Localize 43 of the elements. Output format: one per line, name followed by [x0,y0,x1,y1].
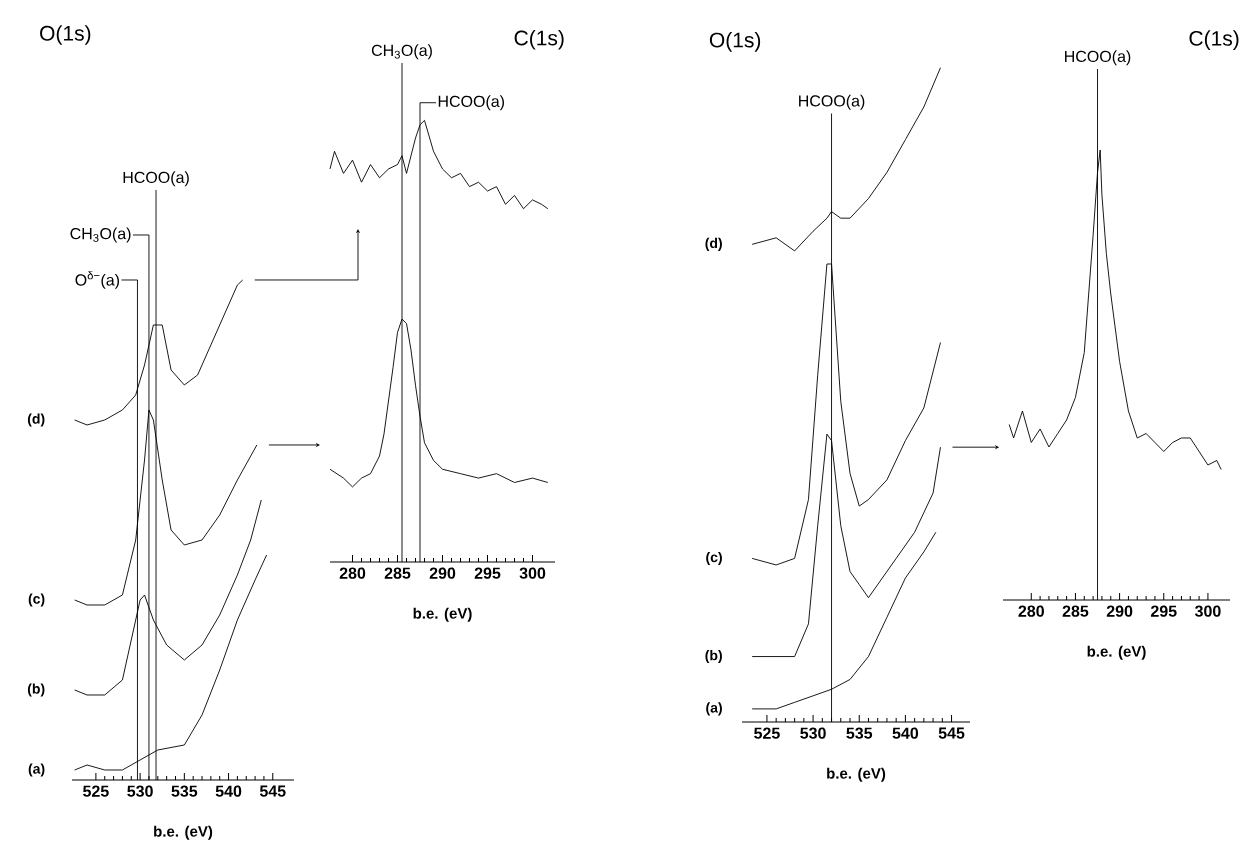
ref-line-label: HCOO(a) [123,171,189,187]
x-tick-label: 300 [1194,605,1221,617]
x-tick-label: 540 [892,727,919,739]
ref-line-label: CH$_{3}$O(a) [371,44,432,60]
text: (c) [706,551,722,565]
x-axis-title: b.e. (eV) [154,825,213,840]
ref-line-label: HCOO(a) [438,95,505,111]
x-tick-label: 535 [171,785,198,797]
chart-title: O(1s) [40,25,91,45]
x-tick-label: 285 [1062,605,1089,617]
x-tick-label: 290 [1106,605,1133,617]
ref-line-label: HCOO(a) [1065,50,1131,66]
x-axis-title: b.e. (eV) [1087,645,1146,660]
x-tick-label: 535 [846,727,873,739]
x-tick-label: 545 [259,785,286,797]
x-tick-label: 300 [519,567,546,579]
x-tick-label: 295 [474,567,501,579]
ref-line-label: HCOO(a) [799,94,865,110]
x-tick-label: 530 [800,727,826,739]
x-tick-label: 295 [1150,605,1177,617]
x-tick-label: 530 [127,785,153,797]
text: (a) [706,702,722,716]
x-tick-label: 280 [339,567,366,579]
x-tick-label: 540 [215,785,242,797]
chart-title: C(1s) [514,30,564,50]
x-tick-label: 545 [938,727,965,739]
text: (a) [28,763,45,777]
ref-line-label: O$^{δ−}$(a) [75,271,119,289]
x-tick-label: 285 [384,567,411,579]
text: (b) [27,683,45,697]
x-tick-label: 280 [1018,605,1044,617]
chart-title: O(1s) [709,32,761,52]
x-axis-title: b.e. (eV) [827,767,886,782]
x-tick-label: 290 [429,567,456,579]
text: (d) [705,237,722,251]
chart-title: C(1s) [1189,30,1239,50]
text: (c) [28,593,45,607]
x-axis-title: b.e. (eV) [413,607,472,622]
text: (d) [27,413,45,427]
x-tick-label: 525 [754,727,780,739]
text: (b) [705,650,722,664]
x-tick-label: 525 [83,785,109,797]
ref-line-label: CH$_{3}$O(a) [70,227,131,243]
